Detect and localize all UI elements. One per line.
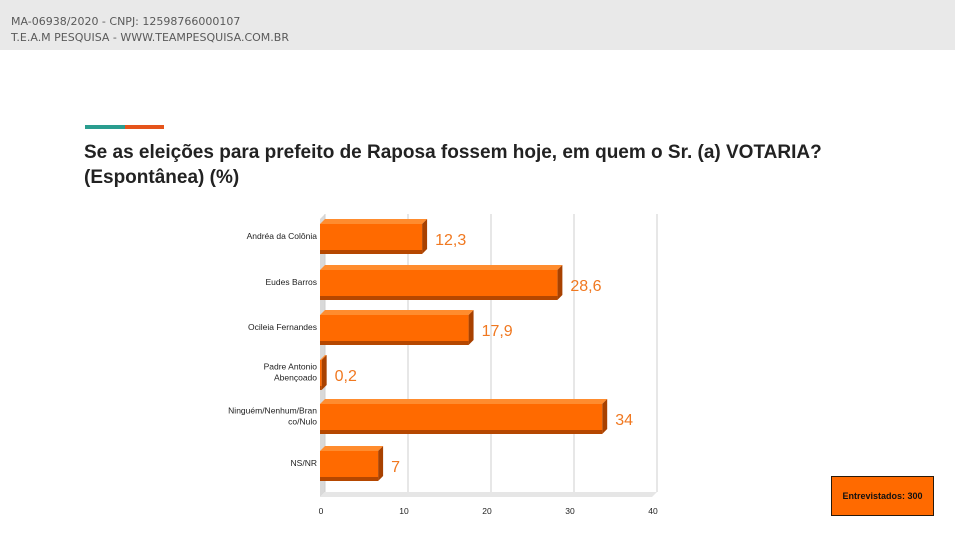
registration-info: MA-06938/2020 - CNPJ: 12598766000107 — [11, 15, 241, 28]
bar-bottom-shade — [320, 341, 469, 345]
bar — [320, 315, 469, 345]
respondents-badge: Entrevistados: 300 — [831, 476, 934, 516]
bar-top-face — [320, 446, 384, 451]
category-label: Ninguém/Nenhum/Bran — [228, 406, 317, 416]
bar — [320, 404, 603, 434]
category-label: co/Nulo — [288, 417, 317, 427]
x-tick-label: 20 — [482, 506, 492, 516]
category-label: NS/NR — [291, 458, 317, 468]
bar-top-face — [320, 265, 563, 270]
bar — [320, 224, 423, 254]
bar — [320, 270, 558, 300]
bar-top-face — [320, 310, 474, 315]
x-tick-label: 30 — [565, 506, 575, 516]
category-label: Abençoado — [274, 373, 317, 383]
data-label: 7 — [391, 459, 400, 476]
category-label: Eudes Barros — [266, 277, 318, 287]
x-tick-label: 10 — [399, 506, 409, 516]
bar-end-face — [602, 399, 608, 434]
data-label: 17,9 — [482, 323, 513, 340]
category-label: Ocileia Fernandes — [248, 322, 317, 332]
bar — [320, 360, 322, 390]
header-bar: MA-06938/2020 - CNPJ: 12598766000107 T.E… — [0, 0, 955, 50]
question-title: Se as eleições para prefeito de Raposa f… — [84, 142, 822, 188]
accent-bar-orange — [125, 125, 164, 129]
bar-end-face — [557, 265, 563, 300]
x-tick-label: 0 — [319, 506, 324, 516]
bar-end-face — [422, 219, 428, 254]
bar-end-face — [378, 446, 384, 481]
bar-bottom-shade — [320, 296, 558, 300]
company-website-info: T.E.A.M PESQUISA - WWW.TEAMPESQUISA.COM.… — [11, 31, 289, 44]
bar-end-face — [468, 310, 474, 345]
bar-bottom-shade — [320, 250, 423, 254]
bar-end-face — [321, 355, 327, 390]
bar-bottom-shade — [320, 386, 322, 390]
bar-top-face — [320, 399, 608, 404]
bar-bottom-shade — [320, 477, 379, 481]
bar-top-face — [320, 355, 327, 360]
data-label: 28,6 — [570, 278, 601, 295]
x-tick-label: 40 — [648, 506, 658, 516]
chart-floor — [320, 492, 657, 497]
category-label: Andréa da Colônia — [247, 231, 318, 241]
bar-top-face — [320, 219, 428, 224]
accent-bar-teal — [85, 125, 125, 129]
category-label: Padre Antonio — [264, 362, 318, 372]
data-label: 34 — [615, 412, 633, 429]
bar-bottom-shade — [320, 430, 603, 434]
bar — [320, 451, 379, 481]
data-label: 12,3 — [435, 232, 466, 249]
data-label: 0,2 — [335, 368, 357, 385]
